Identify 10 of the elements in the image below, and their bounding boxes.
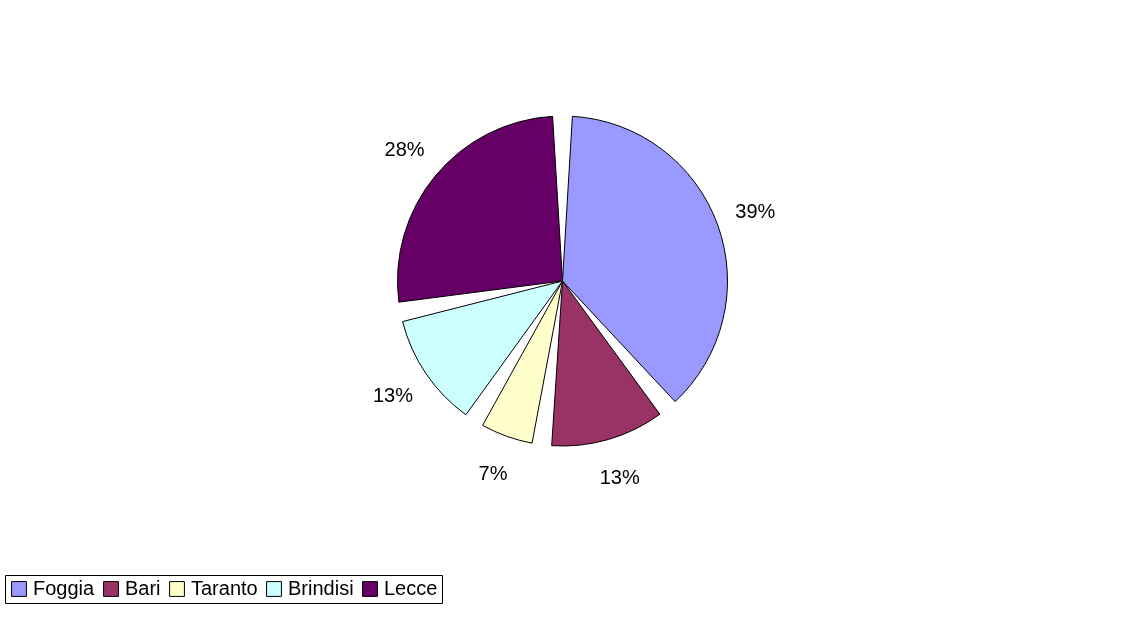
- legend-label: Bari: [125, 577, 161, 599]
- data-label: 28%: [384, 138, 425, 161]
- legend-label: Foggia: [33, 577, 96, 599]
- data-label: 39%: [735, 199, 776, 222]
- legend-label: Brindisi: [288, 577, 354, 599]
- data-label: 13%: [372, 384, 414, 407]
- legend-label: Taranto: [191, 577, 258, 599]
- legend-label: Lecce: [384, 577, 438, 599]
- data-label: 13%: [599, 465, 640, 488]
- data-label: 7%: [478, 461, 508, 484]
